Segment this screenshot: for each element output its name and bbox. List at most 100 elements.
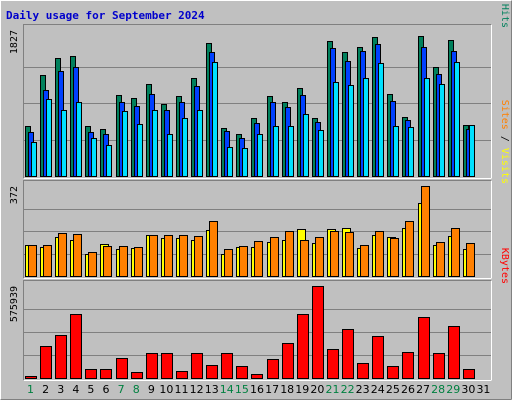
x-tick-label-day-9: 9 [148, 383, 155, 396]
bar-pages-day-11 [182, 118, 188, 177]
bar-pages-day-10 [167, 134, 173, 177]
bar-sites-day-28 [436, 242, 445, 277]
bar-pages-day-14 [227, 147, 233, 177]
panel-hits_files_pages: 1827 Pages / Files / Hits [9, 0, 510, 179]
bar-kbytes-day-13 [206, 365, 218, 379]
legend-entry-sites: Sites [499, 100, 510, 130]
bar-kbytes-day-29 [448, 326, 460, 379]
bar-sites-day-9 [149, 235, 158, 277]
bar-pages-day-23 [363, 78, 369, 177]
x-tick-label-day-13: 13 [205, 383, 219, 396]
bar-pages-day-19 [303, 114, 309, 177]
bar-kbytes-day-12 [191, 353, 203, 379]
bar-sites-day-1 [28, 245, 37, 277]
legend-separator: / [499, 0, 510, 4]
chart-title: Daily usage for September 2024 [6, 9, 205, 22]
panel-kbytes: 575939 KBytes [9, 248, 510, 381]
bar-kbytes-day-18 [282, 343, 294, 379]
bar-kbytes-day-1 [25, 376, 37, 379]
bar-pages-day-3 [61, 110, 67, 177]
x-tick-label-day-19: 19 [295, 383, 309, 396]
x-tick-label-day-29: 29 [446, 383, 460, 396]
bar-pages-day-5 [91, 138, 97, 177]
bar-kbytes-day-8 [131, 372, 143, 379]
bar-sites-day-5 [88, 252, 97, 277]
bar-kbytes-day-17 [267, 359, 279, 379]
legend-entry-hits: Hits [499, 4, 510, 28]
bar-kbytes-day-16 [251, 374, 263, 379]
bar-kbytes-day-21 [327, 349, 339, 379]
bar-sites-day-22 [345, 232, 354, 277]
bar-kbytes-day-14 [221, 353, 233, 379]
x-tick-label-day-18: 18 [280, 383, 294, 396]
x-tick-label-day-25: 25 [386, 383, 400, 396]
bar-sites-day-25 [390, 238, 399, 277]
side-legend: KBytes [499, 248, 510, 284]
x-tick-label-day-1: 1 [27, 383, 34, 396]
bar-sites-day-16 [254, 241, 263, 277]
legend-entry-kbytes: KBytes [499, 248, 510, 284]
bar-sites-day-27 [421, 186, 430, 277]
y-max-label: 372 [9, 186, 20, 204]
bar-sites-day-24 [375, 231, 384, 277]
bar-pages-day-18 [288, 126, 294, 177]
bar-pages-day-27 [424, 78, 430, 177]
bar-kbytes-day-15 [236, 366, 248, 379]
bar-pages-day-28 [439, 84, 445, 177]
bar-pages-day-9 [152, 110, 158, 177]
x-tick-label-day-24: 24 [371, 383, 385, 396]
bar-pages-day-30 [469, 125, 475, 177]
bar-kbytes-day-5 [85, 369, 97, 379]
x-tick-label-day-15: 15 [235, 383, 249, 396]
bar-sites-day-12 [194, 236, 203, 277]
bar-pages-day-21 [333, 82, 339, 177]
bar-pages-day-15 [242, 148, 248, 177]
bar-kbytes-day-3 [55, 335, 67, 379]
panel-visits_sites: 372 Sites / Visits [9, 100, 510, 279]
x-tick-label-day-14: 14 [220, 383, 234, 396]
bar-sites-day-21 [330, 231, 339, 277]
x-tick-label-day-27: 27 [416, 383, 430, 396]
x-tick-label-day-11: 11 [175, 383, 189, 396]
bar-pages-day-12 [197, 110, 203, 177]
bar-kbytes-day-10 [161, 353, 173, 379]
bar-pages-day-1 [31, 142, 37, 177]
bar-kbytes-day-9 [146, 353, 158, 379]
x-tick-label-day-5: 5 [87, 383, 94, 396]
bar-kbytes-day-22 [342, 329, 354, 379]
bar-pages-day-7 [122, 111, 128, 177]
bar-sites-day-19 [300, 240, 309, 277]
bar-kbytes-day-20 [312, 286, 324, 379]
x-tick-label-day-10: 10 [159, 383, 173, 396]
bar-pages-day-13 [212, 62, 218, 177]
side-legend: Sites / Visits [499, 100, 510, 184]
bar-kbytes-day-28 [433, 353, 445, 379]
x-tick-label-day-30: 30 [461, 383, 475, 396]
bar-kbytes-day-30 [463, 369, 475, 379]
bar-pages-day-24 [378, 63, 384, 177]
x-tick-label-day-23: 23 [356, 383, 370, 396]
bar-sites-day-26 [405, 221, 414, 277]
bar-pages-day-2 [46, 99, 52, 177]
bar-sites-day-20 [315, 237, 324, 277]
x-tick-label-day-17: 17 [265, 383, 279, 396]
bar-pages-day-4 [76, 102, 82, 177]
bar-kbytes-day-4 [70, 314, 82, 379]
bar-sites-day-14 [224, 249, 233, 277]
bar-sites-day-6 [103, 246, 112, 277]
bar-sites-day-2 [43, 245, 52, 277]
bar-sites-day-30 [466, 243, 475, 277]
x-tick-label-day-2: 2 [42, 383, 49, 396]
bar-sites-day-7 [119, 246, 128, 277]
bar-pages-day-25 [393, 126, 399, 177]
bar-sites-day-3 [58, 233, 67, 277]
x-tick-label-day-3: 3 [57, 383, 64, 396]
bar-sites-day-10 [164, 235, 173, 277]
bar-kbytes-day-11 [176, 371, 188, 379]
bar-pages-day-17 [273, 126, 279, 177]
bar-pages-day-16 [257, 134, 263, 177]
side-legend: Pages / Files / Hits [499, 0, 510, 28]
y-max-label: 575939 [9, 286, 20, 322]
